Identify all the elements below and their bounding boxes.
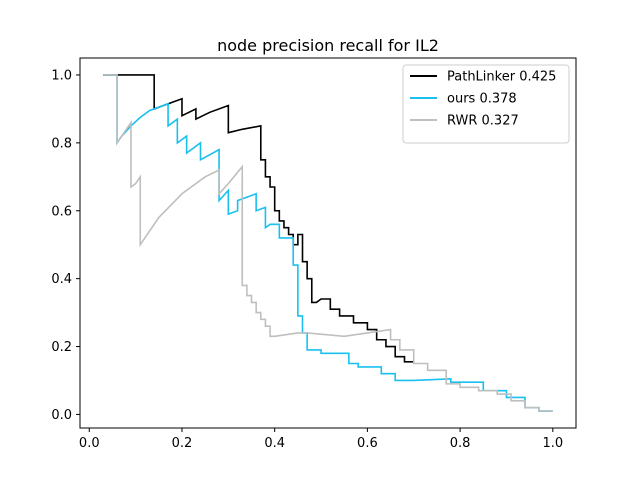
y-tick-label: 0.4 — [51, 272, 72, 287]
legend-label-1: ours 0.378 — [447, 92, 517, 107]
legend: PathLinker 0.425 ours 0.378 RWR 0.327 — [402, 64, 570, 144]
legend-label-2: RWR 0.327 — [447, 114, 519, 129]
x-tick-label: 0.2 — [172, 436, 193, 451]
plot-frame — [79, 57, 577, 429]
chart-title: node precision recall for IL2 — [217, 36, 439, 55]
x-tick-label: 0.8 — [450, 436, 471, 451]
x-tick-label: 0.6 — [357, 436, 378, 451]
y-tick-label: 1.0 — [51, 68, 72, 83]
legend-box — [402, 64, 570, 144]
y-axis: 0.0 0.2 0.4 0.6 0.8 1.0 — [51, 68, 80, 423]
y-tick-label: 0.6 — [51, 204, 72, 219]
series-line-2 — [103, 74, 553, 412]
x-tick-label: 1.0 — [542, 436, 563, 451]
x-tick-label: 0.0 — [79, 436, 100, 451]
legend-label-0: PathLinker 0.425 — [447, 70, 556, 85]
x-axis: 0.0 0.2 0.4 0.6 0.8 1.0 — [79, 428, 563, 451]
series-line-0 — [103, 74, 414, 363]
y-tick-label: 0.8 — [51, 136, 72, 151]
plot-lines — [103, 74, 553, 412]
series-line-1 — [103, 74, 553, 412]
y-tick-label: 0.2 — [51, 340, 72, 355]
x-tick-label: 0.4 — [264, 436, 285, 451]
y-tick-label: 0.0 — [51, 408, 72, 423]
